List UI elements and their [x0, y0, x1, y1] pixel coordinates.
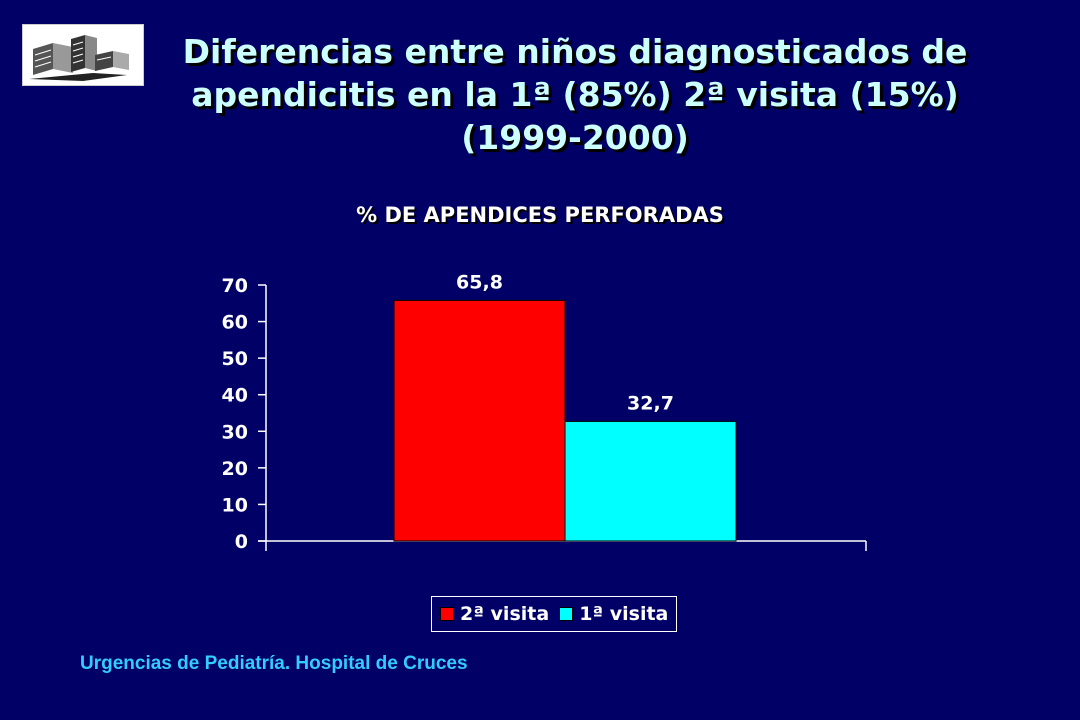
- slide-title-line: Diferencias entre niños diagnosticados d…: [182, 32, 968, 71]
- data-label: 32,7: [627, 392, 674, 414]
- data-label: 65,8: [456, 271, 503, 293]
- chart-title: % DE APENDICES PERFORADAS: [356, 203, 724, 227]
- y-tick-label: 30: [222, 421, 248, 443]
- source-footer: Urgencias de Pediatría. Hospital de Cruc…: [80, 653, 468, 674]
- hospital-building-icon: [29, 35, 129, 81]
- legend-swatch-cyan: [559, 607, 574, 621]
- y-tick-label: 40: [222, 385, 248, 407]
- legend-label: 1ª visita: [579, 603, 669, 625]
- legend-item-1a-visita: 1ª visita: [559, 603, 668, 625]
- legend-item-2a-visita: 2ª visita: [440, 603, 549, 625]
- slide-title-line: (1999-2000): [461, 118, 689, 157]
- y-tick-label: 70: [222, 275, 248, 297]
- legend-swatch-red: [440, 607, 454, 621]
- hospital-logo: [22, 24, 144, 86]
- y-tick-label: 0: [235, 531, 248, 553]
- bar-1a-visita: [564, 420, 737, 542]
- chart-legend: 2ª visita 1ª visita: [431, 596, 678, 632]
- y-tick-label: 20: [222, 458, 248, 480]
- slide-title-line: apendicitis en la 1ª (85%) 2ª visita (15…: [191, 75, 959, 114]
- y-tick-label: 50: [222, 348, 248, 370]
- y-tick-label: 10: [222, 494, 248, 516]
- y-tick-label: 60: [222, 312, 248, 334]
- slide-title: Diferencias entre niños diagnosticados d…: [150, 30, 1000, 159]
- legend-label: 2ª visita: [460, 603, 550, 625]
- bar-2a-visita: [393, 299, 566, 542]
